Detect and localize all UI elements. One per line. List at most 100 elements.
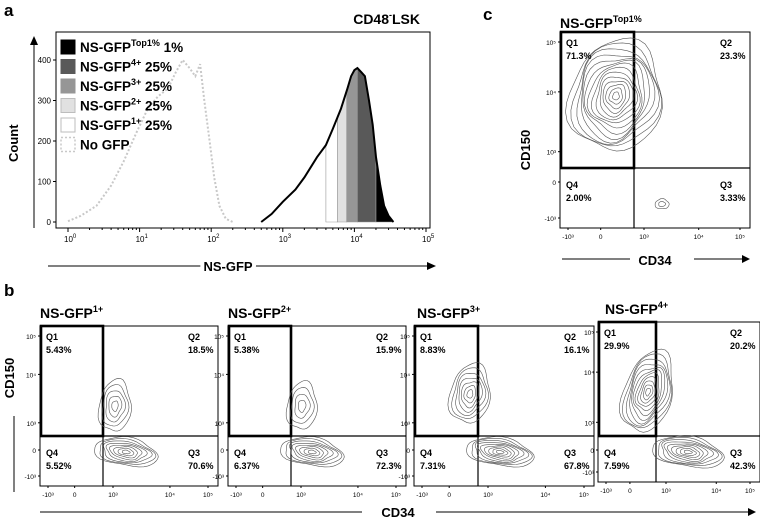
y-tick-label-4: -10³ — [212, 474, 224, 481]
x-tick-label-3: 10⁴ — [694, 234, 704, 241]
quadrant-q2-value: 20.2% — [730, 341, 756, 351]
quadrant-q2-value: 16.1% — [564, 345, 590, 355]
histogram-x-label: NS-GFP — [203, 259, 252, 274]
contour-line — [640, 380, 656, 404]
y-tick-label-1: 10⁴ — [26, 372, 36, 379]
legend-swatch-0 — [60, 39, 76, 55]
contour-line — [625, 358, 671, 427]
y-tick-label-2: 10³ — [401, 421, 411, 428]
contour-plot-gfp2: Q1 5.38% Q2 15.9% Q3 72.3% Q4 6.37% 10⁵ 10⁴ 10³ 0 -1… — [212, 324, 407, 499]
contour-line — [299, 446, 324, 459]
quadrant-q2-value: 15.9% — [376, 345, 402, 355]
contour-line — [447, 362, 491, 424]
x-tick-label-2: 102 — [207, 234, 220, 244]
contour-line — [683, 449, 693, 455]
contour-line — [105, 442, 148, 462]
quadrant-q1-name: Q1 — [46, 332, 58, 342]
contour-line — [612, 91, 620, 101]
legend-pct-3: 25% — [141, 99, 172, 114]
legend-name-1: NS-GFP — [80, 60, 131, 75]
x-tick-label-3: 10⁴ — [353, 492, 363, 499]
quadrant-q1-name: Q1 — [420, 332, 432, 342]
quadrant-q3-value: 72.3% — [376, 461, 402, 471]
contour-line — [496, 449, 505, 454]
y-tick-label-0: 10⁵ — [214, 334, 224, 341]
y-tick-label-2: 10³ — [547, 150, 557, 157]
y-tick-label-0: 10⁵ — [400, 334, 410, 341]
panel-b-y-label: CD150 — [2, 358, 17, 398]
y-tick-label-2: 10³ — [215, 421, 225, 428]
contour-line — [570, 42, 662, 147]
quadrant-q4-value: 7.59% — [604, 461, 630, 471]
panel-letter-b: b — [4, 281, 14, 300]
histogram-frame — [55, 31, 431, 229]
legend-sup-2: 3+ — [131, 77, 141, 87]
contour-line — [105, 390, 126, 423]
panel-c-y-label: CD150 — [518, 130, 533, 170]
contour-line — [290, 387, 315, 424]
contour-line — [466, 436, 535, 468]
legend-swatch-5 — [60, 136, 76, 153]
quadrant-q3-name: Q3 — [376, 448, 388, 458]
x-tick-label-0: -10³ — [600, 488, 612, 495]
x-tick-base-2: 10 — [207, 235, 216, 244]
contour-line — [582, 58, 650, 141]
y-tick-label-3: 0 — [220, 448, 224, 455]
y-tick-label-200: 200 — [38, 137, 52, 146]
contour-line — [99, 438, 157, 465]
x-tick-label-0: -10³ — [416, 492, 428, 499]
quadrant-q3-value: 42.3% — [730, 461, 756, 471]
contour-line — [581, 54, 656, 144]
quadrant-q1-value: 5.43% — [46, 345, 72, 355]
contour-line — [605, 83, 626, 110]
gate-ns-gfptop1 — [375, 157, 395, 223]
panel-b3-title: NS-GFP3+ — [417, 304, 480, 321]
legend-name-3: NS-GFP — [80, 99, 131, 114]
x-tick-label-2: 10³ — [639, 234, 649, 241]
x-tick-label-0: 100 — [64, 234, 77, 244]
contour-line — [586, 62, 643, 129]
x-tick-exp-5: 5 — [431, 234, 435, 240]
x-tick-base-0: 10 — [64, 235, 73, 244]
contour-line — [117, 447, 135, 457]
contour-line — [608, 87, 623, 105]
y-tick-label-0: 0 — [47, 218, 52, 227]
y-tick-label-1: 10⁴ — [214, 372, 224, 379]
contour-line — [675, 446, 701, 458]
legend-pct-0: 1% — [160, 40, 183, 55]
contour-line — [565, 37, 663, 152]
legend-swatch-1 — [60, 59, 76, 74]
x-tick-exp-1: 1 — [145, 234, 149, 240]
quadrant-q3-value: 3.33% — [720, 193, 746, 203]
y-tick-label-1: 10⁴ — [400, 372, 410, 379]
y-tick-label-0: 10⁵ — [546, 40, 556, 47]
legend-name-0: NS-GFP — [80, 40, 131, 55]
contour-plot-gfp3: Q1 8.83% Q2 16.1% Q3 67.8% Q4 7.31% 10⁵ 10⁴ 10³ 0 -1… — [398, 324, 595, 499]
contour-line — [619, 348, 673, 433]
legend-swatch-3 — [60, 98, 76, 113]
contour-line — [477, 442, 525, 463]
x-tick-label-4: 10⁵ — [579, 492, 589, 499]
histogram-y-ticks: 0 100 200 300 400 — [38, 56, 56, 227]
legend-sup-3: 2+ — [131, 97, 141, 107]
contour-line — [492, 448, 509, 456]
contour-line — [632, 369, 663, 417]
legend-pct-1: 25% — [141, 60, 172, 75]
q1-gate — [559, 30, 636, 170]
contour-plot-gfp1: Q1 5.43% Q2 18.5% Q3 70.6% Q4 5.52% 10⁵ 10⁴ 10³ 0 -1… — [24, 324, 219, 499]
x-tick-label-4: 10⁵ — [745, 488, 755, 495]
q1-gate — [39, 324, 105, 438]
legend-sup-1: 4+ — [131, 58, 141, 68]
y-tick-label-3: 0 — [552, 180, 556, 187]
contour-line — [280, 436, 345, 468]
x-tick-label-4: 10⁵ — [735, 234, 745, 241]
y-tick-label-0: 10⁵ — [584, 330, 594, 337]
y-tick-label-4: -10³ — [398, 474, 410, 481]
q1-gate — [413, 324, 480, 438]
contour-line — [658, 200, 667, 207]
contour-line — [643, 384, 654, 401]
panel-b2-title: NS-GFP2+ — [228, 304, 291, 321]
quadrant-q4-name: Q4 — [420, 448, 432, 458]
contour-line — [471, 437, 533, 466]
